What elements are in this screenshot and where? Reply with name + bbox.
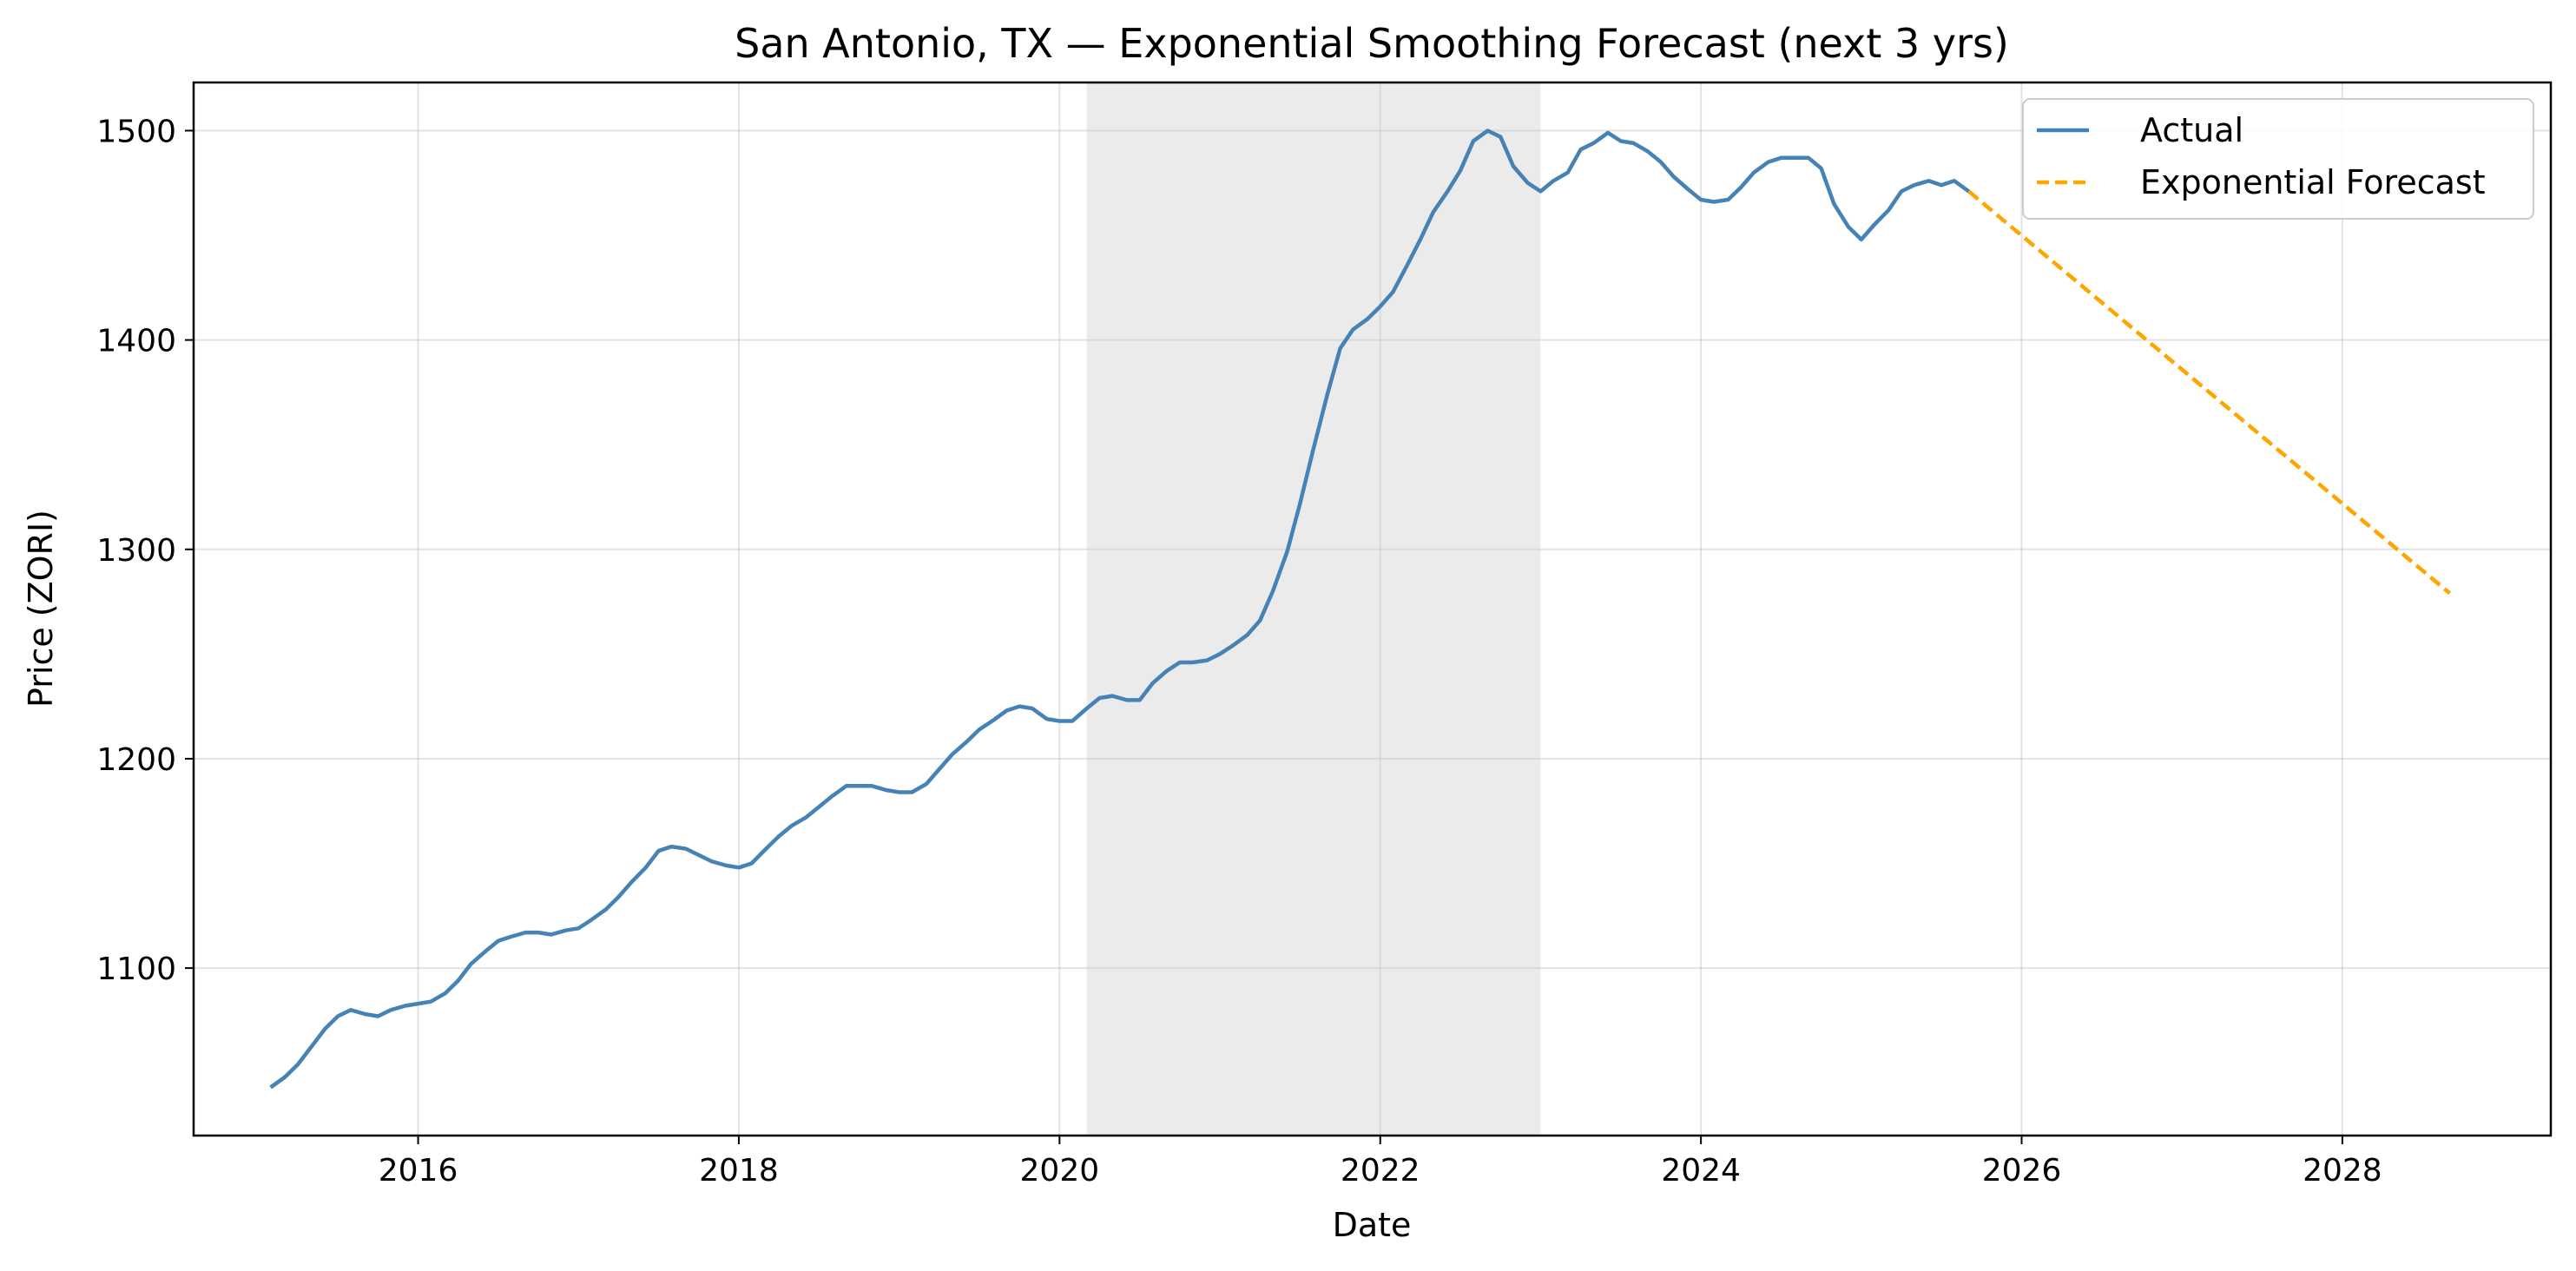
axis-ticks: 2016 2018 2020 2022 2024 2026 2028 1100 1200 1300…	[96, 114, 2382, 1189]
legend-forecast-label: Exponential Forecast	[2140, 163, 2486, 201]
x-axis-label: Date	[1333, 1206, 1412, 1244]
y-tick-label: 1300	[96, 533, 176, 569]
x-tick-label: 2022	[1341, 1153, 1420, 1189]
x-tick-label: 2028	[2303, 1153, 2382, 1189]
y-tick-label: 1100	[96, 952, 176, 987]
forecast-series-line	[1967, 189, 2452, 596]
y-tick-label: 1500	[96, 114, 176, 149]
x-tick-label: 2018	[699, 1153, 779, 1189]
series-layer	[269, 128, 2452, 1090]
y-axis-label: Price (ZORI)	[22, 510, 60, 708]
x-tick-label: 2020	[1020, 1153, 1100, 1189]
legend-actual-label: Actual	[2140, 111, 2243, 149]
plot-frame	[192, 81, 2553, 1137]
chart-title: San Antonio, TX — Exponential Smoothing …	[735, 20, 2009, 67]
x-tick-label: 2024	[1661, 1153, 1741, 1189]
y-tick-label: 1400	[96, 324, 176, 359]
x-tick-label: 2016	[379, 1153, 458, 1189]
grid-lines	[194, 82, 2551, 1136]
legend: Actual Exponential Forecast	[2022, 98, 2534, 220]
legend-box	[2022, 98, 2534, 220]
y-tick-label: 1200	[96, 742, 176, 778]
shaded-region	[1086, 82, 1541, 1136]
actual-series-line	[269, 128, 1970, 1090]
x-tick-label: 2026	[1982, 1153, 2062, 1189]
